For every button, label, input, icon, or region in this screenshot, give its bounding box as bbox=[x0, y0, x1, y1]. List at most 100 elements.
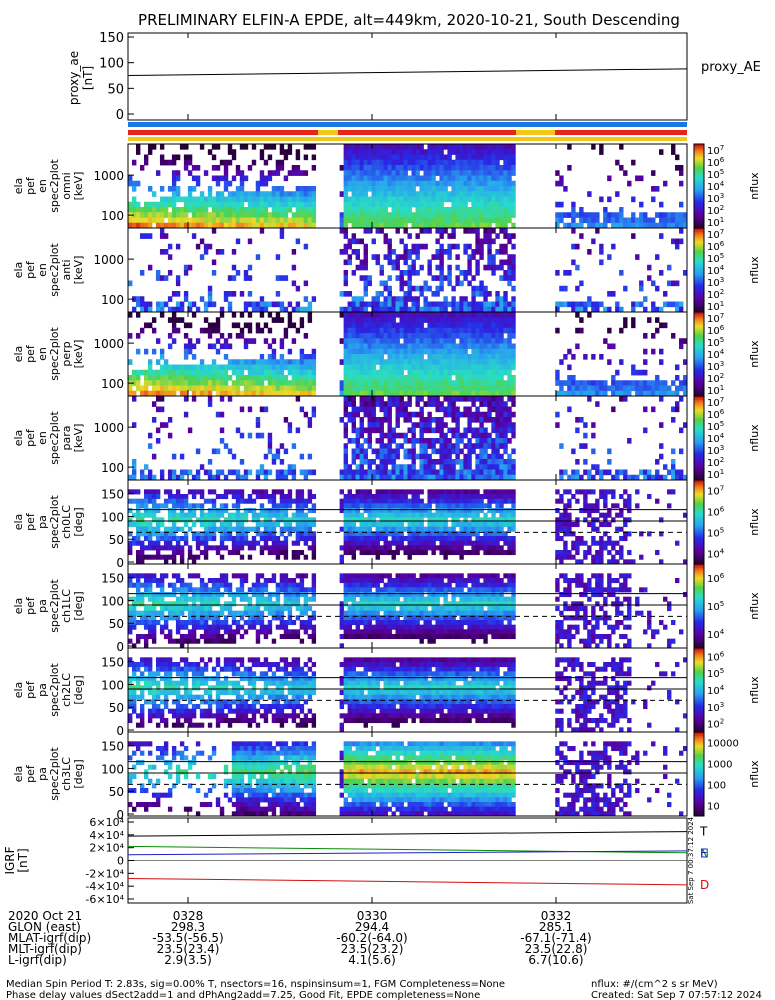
spectrogram-cell bbox=[419, 354, 424, 360]
energy-panel-1-colorbar-cell bbox=[694, 249, 704, 252]
spectrogram-cell bbox=[179, 517, 185, 523]
spectrogram-cell bbox=[263, 180, 269, 187]
spectrogram-cell bbox=[363, 438, 368, 444]
spectrogram-cell bbox=[387, 144, 392, 150]
spectrogram-cell bbox=[471, 249, 476, 255]
spectrogram-cell bbox=[387, 275, 392, 281]
spectrogram-cell bbox=[583, 422, 588, 428]
spectrogram-cell bbox=[435, 348, 440, 355]
spectrogram-cell bbox=[499, 275, 504, 281]
spectrogram-cell bbox=[271, 385, 277, 392]
spectrogram-cell bbox=[203, 212, 209, 218]
spectrogram-cell bbox=[403, 508, 408, 514]
spectrogram-cell bbox=[183, 264, 189, 271]
spectrogram-cell bbox=[387, 432, 392, 439]
energy-panel-3-colorbar-cell bbox=[694, 456, 704, 460]
spectrogram-cell bbox=[219, 526, 225, 532]
spectrogram-cell bbox=[447, 354, 452, 360]
spectrogram-cell bbox=[511, 180, 516, 187]
spectrogram-cell bbox=[139, 207, 145, 213]
spectrogram-cell bbox=[483, 180, 488, 187]
spectrogram-cell bbox=[419, 317, 424, 323]
spectrogram-cell bbox=[283, 503, 289, 509]
spectrogram-cell bbox=[495, 448, 500, 455]
spectrogram-cell bbox=[363, 338, 368, 344]
spectrogram-cell bbox=[447, 438, 452, 444]
spectrogram-cell bbox=[467, 327, 472, 334]
spectrogram-cell bbox=[283, 217, 289, 224]
spectrogram-cell bbox=[179, 554, 185, 560]
spectrogram-cell bbox=[135, 508, 141, 514]
spectrogram-cell bbox=[443, 348, 448, 355]
spectrogram-cell bbox=[167, 417, 173, 423]
spectrogram-cell bbox=[171, 554, 177, 560]
spectrogram-cell bbox=[179, 212, 185, 218]
spectrogram-cell bbox=[347, 301, 352, 308]
spectrogram-cell bbox=[343, 526, 349, 532]
energy-panel-2-colorbar-cell bbox=[694, 381, 704, 384]
spectrogram-cell bbox=[411, 390, 416, 397]
spectrogram-cell bbox=[163, 249, 169, 255]
spectrogram-cell bbox=[579, 222, 584, 229]
spectrogram-cell bbox=[311, 550, 317, 556]
spectrogram-cell bbox=[479, 186, 484, 192]
spectrogram-cell bbox=[379, 406, 384, 413]
spectrogram-cell bbox=[167, 212, 173, 218]
spectrogram-cell bbox=[491, 154, 496, 161]
spectrogram-cell bbox=[223, 531, 229, 537]
spectrogram-cell bbox=[411, 517, 416, 523]
spectrogram-cell bbox=[623, 222, 628, 229]
spectrogram-cell bbox=[359, 396, 364, 402]
spectrogram-cell bbox=[143, 222, 149, 229]
spectrogram-cell bbox=[131, 369, 137, 376]
spectrogram-cell bbox=[411, 364, 416, 371]
spectrogram-cell bbox=[607, 306, 612, 313]
spectrogram-cell bbox=[495, 306, 500, 313]
spectrogram-cell bbox=[387, 494, 392, 500]
spectrogram-cell bbox=[463, 327, 468, 334]
spectrogram-cell bbox=[403, 322, 408, 329]
spectrogram-cell bbox=[131, 296, 137, 302]
spectrogram-cell bbox=[407, 207, 412, 213]
spectrogram-cell bbox=[343, 385, 349, 392]
spectrogram-cell bbox=[371, 545, 376, 551]
spectrogram-cell bbox=[463, 375, 468, 381]
spectrogram-cell bbox=[175, 306, 181, 313]
spectrogram-cell bbox=[215, 526, 221, 532]
spectrogram-cell bbox=[259, 494, 265, 500]
spectrogram-cell bbox=[451, 359, 456, 365]
spectrogram-cell bbox=[483, 354, 488, 360]
spectrogram-cell bbox=[195, 540, 201, 546]
spectrogram-cell bbox=[279, 343, 285, 350]
spectrogram-cell bbox=[627, 474, 632, 481]
spectrogram-cell bbox=[443, 354, 448, 360]
spectrogram-cell bbox=[391, 322, 396, 329]
spectrogram-cell bbox=[379, 343, 384, 350]
spectrogram-cell bbox=[479, 338, 484, 344]
spectrogram-cell bbox=[479, 301, 484, 308]
spectrogram-cell bbox=[423, 417, 428, 423]
spectrogram-cell bbox=[207, 531, 213, 537]
spectrogram-cell bbox=[403, 243, 408, 250]
spectrogram-cell bbox=[471, 144, 476, 150]
spectrogram-cell bbox=[367, 338, 372, 344]
spectrogram-cell bbox=[471, 217, 476, 224]
spectrogram-cell bbox=[215, 207, 221, 213]
spectrogram-cell bbox=[287, 522, 293, 528]
spectrogram-cell bbox=[647, 275, 652, 281]
energy-panel-2-colorbar-cell bbox=[694, 360, 704, 363]
spectrogram-cell bbox=[271, 526, 277, 532]
spectrogram-cell bbox=[339, 545, 345, 551]
energy-panel-1-colorbar-cell bbox=[694, 228, 704, 231]
spectrogram-cell bbox=[675, 217, 680, 224]
spectrogram-cell bbox=[243, 338, 249, 344]
spectrogram-cell bbox=[383, 494, 388, 500]
spectrogram-cell bbox=[299, 522, 305, 528]
spectrogram-cell bbox=[175, 474, 181, 481]
spectrogram-cell bbox=[283, 448, 289, 455]
spectrogram-cell bbox=[495, 201, 500, 208]
spectrogram-cell bbox=[431, 196, 436, 203]
spectrogram-cell bbox=[423, 201, 428, 208]
spectrogram-cell bbox=[307, 469, 313, 476]
spectrogram-cell bbox=[359, 369, 364, 376]
